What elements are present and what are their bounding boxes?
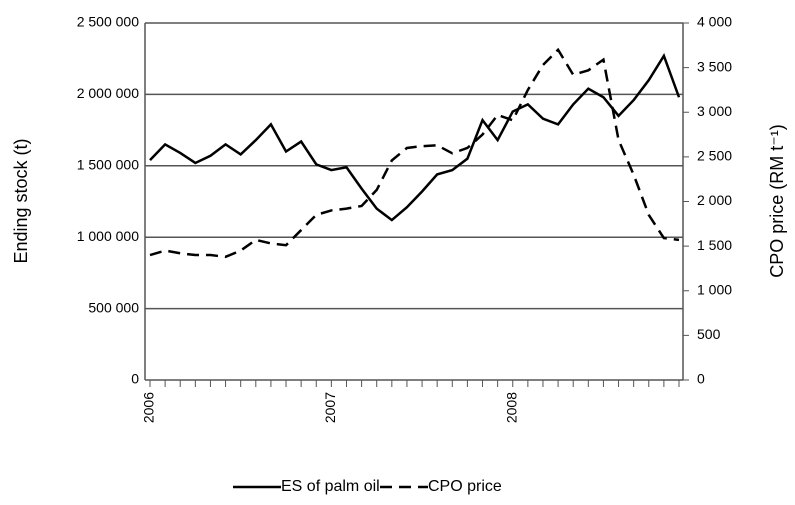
y2-tick-label: 500 [697,326,721,342]
y2-tick-label: 1 000 [697,281,732,297]
y-tick-label: 2 000 000 [77,85,139,101]
y2-tick-label: 1 500 [697,237,732,253]
y2-tick-label: 0 [697,371,705,387]
y2-tick-label: 3 500 [697,58,732,74]
y-axis-label: Ending stock (t) [11,138,31,263]
y2-tick-label: 2 500 [697,148,732,164]
legend-label: ES of palm oil [281,478,380,495]
y2-tick-label: 2 000 [697,192,732,208]
y2-tick-label: 4 000 [697,14,732,30]
series-line [149,47,680,259]
y-tick-label: 2 500 000 [77,14,139,30]
legend-label: CPO price [428,478,502,495]
x-tick-label: 2007 [322,392,338,423]
y-tick-label: 1 000 000 [77,228,139,244]
series-line [149,53,681,222]
y2-tick-label: 3 000 [697,103,732,119]
x-tick-label: 2006 [141,392,157,423]
y-tick-label: 1 500 000 [77,157,139,173]
y2-axis-label: CPO price (RM t⁻¹) [767,124,787,278]
y-tick-label: 0 [131,371,139,387]
x-tick-label: 2008 [503,392,519,423]
y-tick-label: 500 000 [88,299,139,315]
